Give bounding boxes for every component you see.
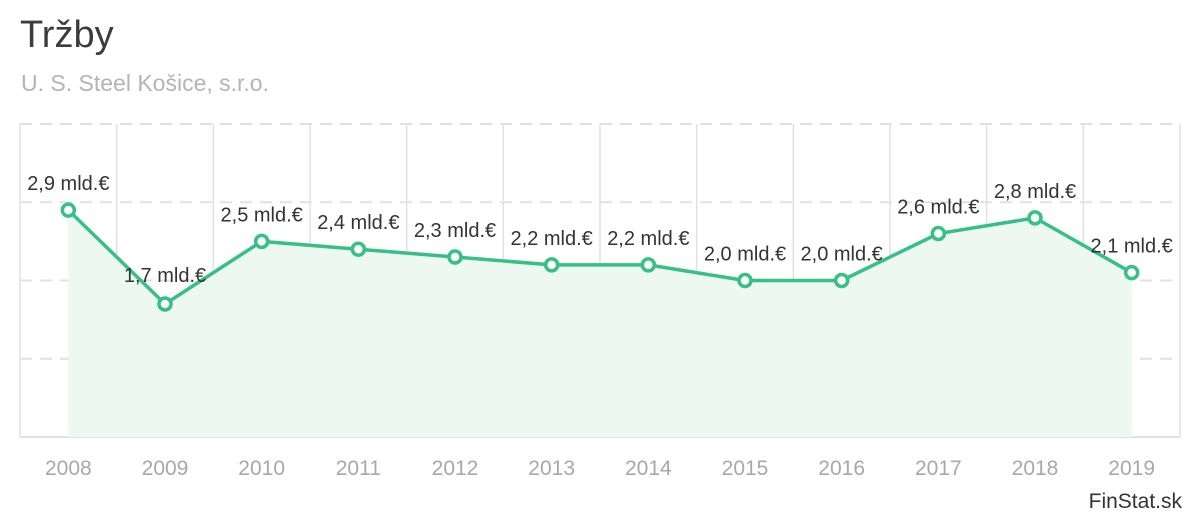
data-label-2012: 2,3 mld.€ xyxy=(414,220,496,242)
data-label-2010: 2,5 mld.€ xyxy=(221,204,303,226)
x-tick-label-2011: 2011 xyxy=(336,457,381,480)
data-point-2018[interactable] xyxy=(1027,210,1043,226)
data-label-2016: 2,0 mld.€ xyxy=(801,244,883,266)
x-tick-label-2017: 2017 xyxy=(915,457,962,480)
data-points xyxy=(60,202,1140,312)
data-point-2014[interactable] xyxy=(640,257,657,273)
chart-title: Tržby xyxy=(20,14,114,56)
data-label-2018: 2,8 mld.€ xyxy=(994,181,1076,203)
data-label-2017: 2,6 mld.€ xyxy=(897,197,979,219)
data-point-2010[interactable] xyxy=(253,233,270,250)
x-tick-label-2016: 2016 xyxy=(818,457,865,480)
data-label-2014: 2,2 mld.€ xyxy=(607,228,689,250)
x-tick-label-2014: 2014 xyxy=(625,457,672,480)
x-axis-ticks: 2008 2009 2010 2011 2012 2013 2014 2015 2016 2017… xyxy=(45,457,1155,480)
source-credit[interactable]: FinStat.sk xyxy=(1088,490,1182,513)
series-line xyxy=(67,208,1133,306)
data-label-2013: 2,2 mld.€ xyxy=(511,228,593,250)
x-tick-label-2018: 2018 xyxy=(1012,457,1059,480)
series-area xyxy=(68,210,1132,437)
x-tick-label-2013: 2013 xyxy=(528,457,575,480)
data-point-2019[interactable] xyxy=(1123,264,1140,281)
data-point-2009[interactable] xyxy=(157,296,173,312)
data-point-2017[interactable] xyxy=(930,225,947,242)
data-label-2019: 2,1 mld.€ xyxy=(1091,236,1173,258)
data-point-2012[interactable] xyxy=(447,249,463,265)
data-point-2016[interactable] xyxy=(833,272,850,289)
x-tick-label-2019: 2019 xyxy=(1108,457,1155,480)
x-tick-label-2012: 2012 xyxy=(432,457,479,480)
data-label-2015: 2,0 mld.€ xyxy=(704,244,786,266)
x-tick-label-2010: 2010 xyxy=(238,457,285,480)
data-label-2008: 2,9 mld.€ xyxy=(27,173,109,195)
data-label-2009: 1,7 mld.€ xyxy=(124,265,206,287)
data-point-2008[interactable] xyxy=(60,202,77,218)
data-labels: 2,9 mld.€ 1,7 mld.€ 2,5 mld.€ 2,4 mld.€ 2,3 … xyxy=(27,173,1173,287)
x-tick-label-2015: 2015 xyxy=(722,457,769,480)
x-tick-label-2009: 2009 xyxy=(142,457,189,480)
data-point-2015[interactable] xyxy=(737,272,753,289)
chart-subtitle: U. S. Steel Košice, s.r.o. xyxy=(21,70,269,96)
data-point-2013[interactable] xyxy=(543,257,560,273)
data-label-2011: 2,4 mld.€ xyxy=(317,212,399,234)
x-tick-label-2008: 2008 xyxy=(45,457,92,480)
data-point-2011[interactable] xyxy=(350,241,367,257)
